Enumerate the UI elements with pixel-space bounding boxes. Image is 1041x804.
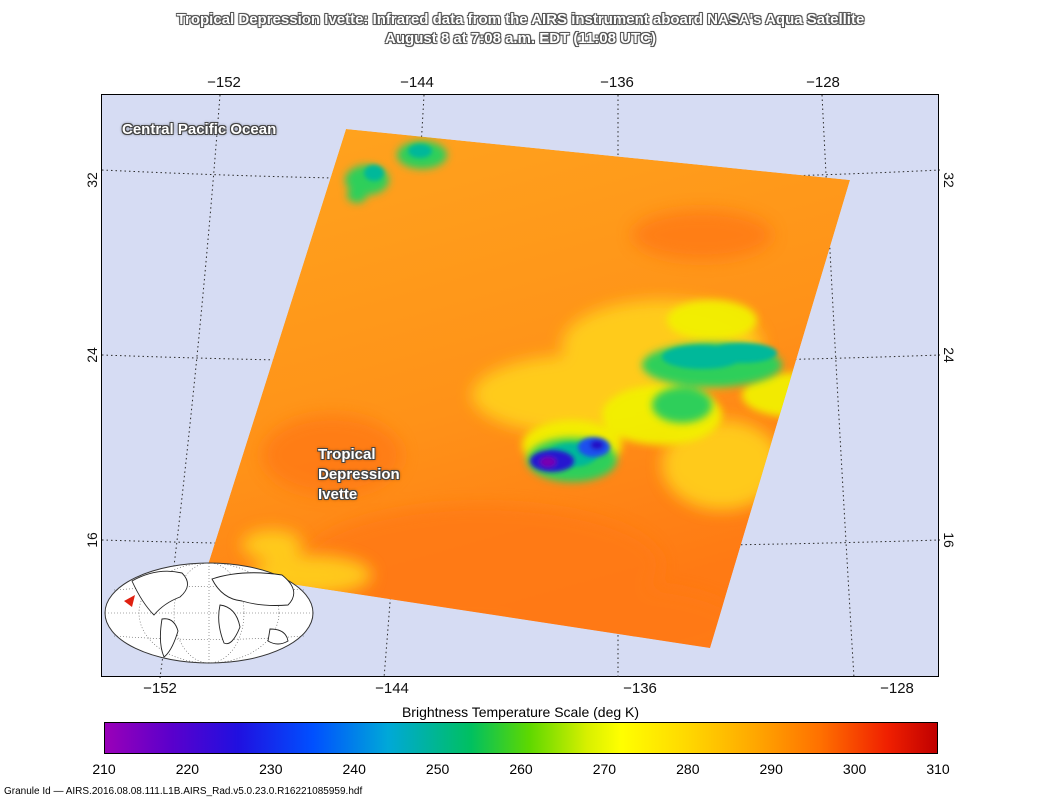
colorbar-tick-250: 250 xyxy=(425,761,450,777)
ocean-label: Central Pacific Ocean xyxy=(122,121,277,138)
colorbar-tick-240: 240 xyxy=(342,761,366,777)
lon-tick-bottom-1: −152 xyxy=(143,680,177,697)
lat-tick-right-1: 32 xyxy=(941,172,957,188)
storm-label-line-2: Depression xyxy=(318,466,400,483)
lon-tick-top-4: −128 xyxy=(806,74,840,91)
lat-tick-right-3: 16 xyxy=(941,532,957,548)
granule-id: Granule Id — AIRS.2016.08.08.111.L1B.AIR… xyxy=(4,786,363,797)
title-line-2: August 8 at 7:08 a.m. EDT (11:08 UTC) xyxy=(385,30,656,47)
lon-tick-bottom-3: −136 xyxy=(623,680,657,697)
colorbar-tick-280: 280 xyxy=(676,761,700,777)
colorbar-tick-290: 290 xyxy=(759,761,783,777)
locator-globe xyxy=(104,562,314,664)
lat-tick-left-2: 24 xyxy=(84,347,100,363)
colorbar xyxy=(104,722,938,754)
lon-tick-bottom-2: −144 xyxy=(375,680,409,697)
colorbar-title: Brightness Temperature Scale (deg K) xyxy=(401,704,640,720)
colorbar-tick-270: 270 xyxy=(592,761,617,777)
lon-tick-bottom-4: −128 xyxy=(880,680,914,697)
lat-tick-left-1: 32 xyxy=(84,172,100,188)
lat-tick-left-3: 16 xyxy=(84,532,100,548)
storm-label-line-3: Ivette xyxy=(318,486,358,503)
lon-tick-top-3: −136 xyxy=(600,74,634,91)
colorbar-tick-210: 210 xyxy=(92,761,116,777)
airs-swath xyxy=(206,129,850,648)
location-marker-icon xyxy=(124,595,135,607)
colorbar-tick-260: 260 xyxy=(509,761,533,777)
colorbar-tick-300: 300 xyxy=(842,761,867,777)
lon-tick-top-1: −152 xyxy=(207,74,241,91)
lat-tick-right-2: 24 xyxy=(941,347,957,363)
lon-tick-top-2: −144 xyxy=(400,74,434,91)
colorbar-tick-230: 230 xyxy=(259,761,283,777)
storm-label-line-1: Tropical xyxy=(318,446,376,463)
map-frame: Central Pacific Ocean Tropical Depressio… xyxy=(101,94,940,678)
infrared-map xyxy=(102,95,940,678)
colorbar-tick-310: 310 xyxy=(926,761,950,777)
colorbar-tick-220: 220 xyxy=(175,761,200,777)
title-line-1: Tropical Depression Ivette: Infrared dat… xyxy=(176,11,865,28)
